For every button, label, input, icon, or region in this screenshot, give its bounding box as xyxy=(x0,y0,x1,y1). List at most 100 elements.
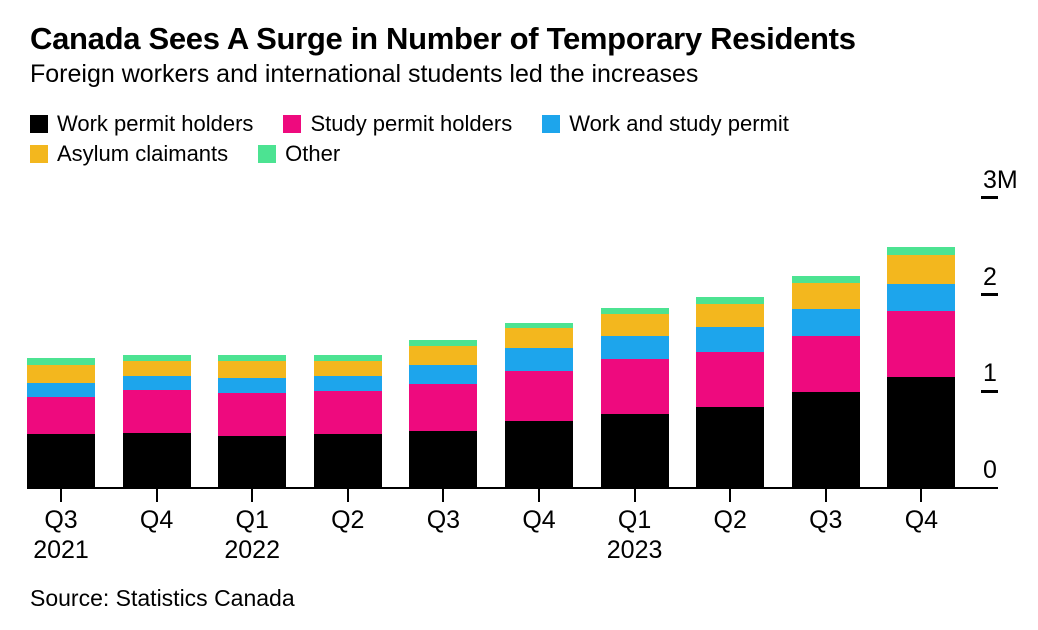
bar-segment xyxy=(27,397,95,434)
x-axis-tick xyxy=(442,489,445,502)
x-axis-label: Q4 xyxy=(522,506,556,534)
legend-label: Other xyxy=(285,141,341,166)
y-axis-label: 0 xyxy=(983,456,997,484)
y-axis-label: 1 xyxy=(983,359,997,388)
legend-label: Asylum claimants xyxy=(57,141,229,166)
bar-segment xyxy=(600,313,669,337)
bar-segment xyxy=(600,308,669,314)
bar-segment xyxy=(505,370,573,422)
x-axis-label: Q3 xyxy=(44,506,78,534)
bar-segment xyxy=(600,413,669,487)
bar-segment xyxy=(27,433,95,487)
chart-subtitle: Foreign workers and international studen… xyxy=(30,60,699,88)
bar-segment xyxy=(505,322,573,329)
x-axis-tick xyxy=(824,489,827,502)
bar-segment xyxy=(409,365,478,384)
x-axis-tick xyxy=(155,489,158,502)
legend-row: Asylum claimants Other xyxy=(30,139,819,169)
y-axis-tick-dash xyxy=(981,196,998,200)
x-axis-label: Q4 xyxy=(139,506,174,534)
legend-label: Study permit holders xyxy=(310,111,513,136)
legend-item: Other xyxy=(258,142,340,166)
bar-segment xyxy=(313,354,382,362)
bar-segment xyxy=(791,309,860,337)
bar-segment xyxy=(887,311,956,377)
x-axis-label: Q1 xyxy=(235,506,269,534)
y-axis-tick-dash xyxy=(981,389,998,393)
bar-segment xyxy=(409,340,478,346)
bar-segment xyxy=(313,375,382,392)
x-axis-tick xyxy=(633,489,636,502)
legend-swatch-icon xyxy=(30,115,48,133)
bar-segment xyxy=(505,328,573,348)
x-axis-label: Q4 xyxy=(904,506,939,534)
chart-legend: Work permit holders Study permit holders W… xyxy=(30,109,819,169)
x-axis-tick xyxy=(538,489,540,502)
legend-item: Asylum claimants xyxy=(30,142,228,166)
bar-segment xyxy=(27,382,95,398)
legend-label: Work permit holders xyxy=(57,111,254,136)
x-axis-label: Q2 xyxy=(713,506,747,534)
x-axis-label: Q2 xyxy=(331,506,365,534)
bar-segment xyxy=(600,336,669,360)
bar-segment xyxy=(218,435,287,487)
x-axis-label: Q3 xyxy=(809,506,843,534)
x-axis-tick xyxy=(251,489,254,502)
bar-segment xyxy=(887,254,956,284)
bar-segment xyxy=(122,432,191,487)
bar-segment xyxy=(409,430,478,487)
legend-swatch-icon xyxy=(542,115,561,133)
bar-segment xyxy=(218,377,287,394)
chart-title: Canada Sees A Surge in Number of Tempora… xyxy=(30,21,856,56)
bar-segment xyxy=(313,433,382,487)
y-axis-label: 2 xyxy=(983,262,997,291)
bar-segment xyxy=(791,282,860,310)
x-axis-tick xyxy=(346,489,349,502)
bar-segment xyxy=(696,304,765,328)
bar-segment xyxy=(122,375,191,391)
x-axis-label: Q3 xyxy=(426,506,461,534)
legend-row: Work permit holders Study permit holders W… xyxy=(30,109,819,139)
bar-segment xyxy=(696,351,765,407)
y-axis-tick-dash xyxy=(981,293,998,297)
bar-segment xyxy=(696,406,765,487)
x-axis-label: Q1 xyxy=(617,506,652,534)
bar-segment xyxy=(600,359,669,414)
bar-segment xyxy=(122,361,191,376)
bar-segment xyxy=(27,365,95,383)
x-axis-tick xyxy=(920,489,923,502)
bar-segment xyxy=(218,354,287,362)
x-axis-tick xyxy=(60,489,62,502)
bar-segment xyxy=(887,376,956,487)
x-axis-year-label: 2022 xyxy=(224,536,280,564)
legend-label: Work and study permit xyxy=(569,111,789,136)
bar-segment xyxy=(313,361,382,376)
bar-segment xyxy=(505,347,573,371)
bar-segment xyxy=(409,383,478,431)
bar-segment xyxy=(696,327,765,352)
bar-segment xyxy=(791,336,860,393)
bar-segment xyxy=(218,393,287,436)
legend-item: Work and study permit xyxy=(542,112,789,136)
bar-segment xyxy=(122,355,191,362)
bar-segment xyxy=(122,390,191,433)
bar-segment xyxy=(696,297,765,305)
x-axis-tick xyxy=(729,489,732,502)
x-axis-year-label: 2021 xyxy=(33,536,89,564)
bar-segment xyxy=(409,345,478,366)
x-axis-year-label: 2023 xyxy=(606,536,663,564)
legend-swatch-icon xyxy=(30,145,48,163)
bar-segment xyxy=(313,391,382,434)
legend-item: Work permit holders xyxy=(30,112,253,136)
legend-item: Study permit holders xyxy=(283,112,512,136)
legend-swatch-icon xyxy=(258,145,277,163)
bar-segment xyxy=(27,358,95,366)
x-axis-line xyxy=(27,487,998,489)
bar-segment xyxy=(887,247,956,255)
bar-segment xyxy=(791,392,860,487)
bar-segment xyxy=(218,361,287,378)
bar-segment xyxy=(505,421,573,487)
bar-segment xyxy=(887,283,956,311)
